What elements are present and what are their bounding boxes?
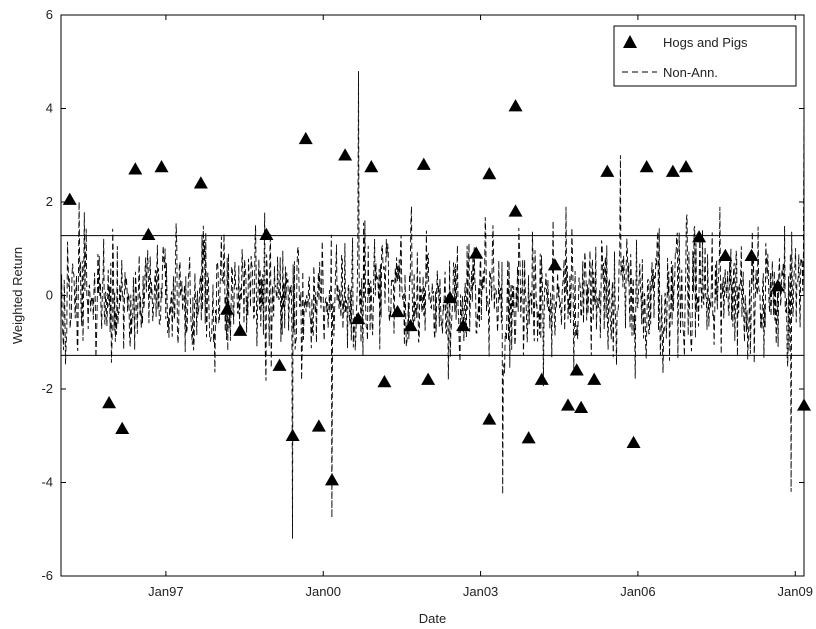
hogs-and-pigs-triangle-marker [482,166,497,180]
hogs-and-pigs-triangle-marker [508,204,523,217]
hogs-and-pigs-triangle-marker [744,248,759,262]
hogs-and-pigs-triangle-marker [421,372,436,385]
hogs-and-pigs-triangle-marker [600,164,615,177]
x-tick-label: Jan00 [306,584,341,599]
hogs-and-pigs-triangle-marker [115,421,130,434]
hogs-and-pigs-triangle-marker [547,258,562,271]
marker-layer [62,99,811,486]
hogs-and-pigs-triangle-marker [416,157,431,170]
legend-box [613,25,797,87]
hogs-and-pigs-triangle-marker [311,419,326,432]
hogs-and-pigs-triangle-marker [626,435,641,449]
hogs-and-pigs-triangle-marker [560,398,575,411]
hogs-and-pigs-triangle-marker [233,323,248,336]
legend: Hogs and Pigs Non-Ann. [613,25,797,87]
hogs-and-pigs-triangle-marker [351,311,366,325]
hogs-and-pigs-triangle-marker [569,363,584,376]
hogs-and-pigs-triangle-marker [298,131,313,145]
x-tick-label: Jan09 [778,584,813,599]
hogs-and-pigs-triangle-marker [678,159,693,173]
hogs-and-pigs-triangle-marker [259,227,274,240]
hogs-and-pigs-triangle-marker [154,159,169,173]
hogs-and-pigs-triangle-marker [403,318,418,332]
hogs-and-pigs-triangle-marker [456,318,471,332]
series-layer [61,71,804,539]
hogs-and-pigs-triangle-marker [482,412,497,425]
hogs-and-pigs-triangle-marker [442,290,457,304]
y-tick-label: 0 [46,288,53,303]
hogs-and-pigs-triangle-marker [141,227,156,240]
hogs-and-pigs-triangle-marker [364,159,379,173]
hogs-and-pigs-triangle-marker [102,396,117,409]
legend-triangle-marker-icon [623,35,637,48]
hogs-and-pigs-triangle-marker [508,99,523,112]
y-tick-label: -2 [41,381,53,396]
hogs-and-pigs-triangle-marker [338,148,353,161]
x-tick-label: Jan06 [620,584,655,599]
threshold-layer [61,235,804,356]
hogs-and-pigs-triangle-marker [521,431,536,444]
hogs-and-pigs-triangle-marker [692,230,707,243]
hogs-and-pigs-triangle-marker [770,279,785,292]
hogs-and-pigs-triangle-marker [193,176,208,189]
hogs-and-pigs-triangle-marker [324,473,339,486]
hogs-and-pigs-triangle-marker [390,304,405,318]
hogs-and-pigs-triangle-marker [587,372,602,385]
legend-label-non-ann: Non-Ann. [663,65,718,80]
legend-label-hogs-and-pigs: Hogs and Pigs [663,35,748,50]
hogs-and-pigs-triangle-marker [272,358,287,371]
y-tick-label: 2 [46,194,53,209]
non-ann-series-line [61,71,804,539]
hogs-and-pigs-triangle-marker [639,159,654,173]
axis-layer: -6 -4 -2 0 2 4 6 Jan97 Jan00 Jan03 Jan06 Jan09 [41,7,813,599]
y-axis-label: Weighted Return [10,247,25,344]
x-tick-label: Jan97 [148,584,183,599]
hogs-and-pigs-triangle-marker [220,302,235,315]
x-tick-label: Jan03 [463,584,498,599]
hogs-and-pigs-triangle-marker [574,400,589,413]
hogs-and-pigs-triangle-marker [128,162,143,175]
y-tick-label: 6 [46,7,53,22]
hogs-and-pigs-triangle-marker [469,246,484,259]
hogs-and-pigs-triangle-marker [665,164,680,177]
y-tick-label: -6 [41,568,53,583]
x-axis-label: Date [419,611,446,626]
hogs-and-pigs-triangle-marker [534,372,549,385]
y-tick-label: -4 [41,475,53,490]
y-tick-label: 4 [46,101,53,116]
hogs-and-pigs-triangle-marker [285,428,300,441]
hogs-and-pigs-triangle-marker [62,192,77,205]
hogs-and-pigs-triangle-marker [377,374,392,388]
hogs-and-pigs-triangle-marker [718,248,733,262]
